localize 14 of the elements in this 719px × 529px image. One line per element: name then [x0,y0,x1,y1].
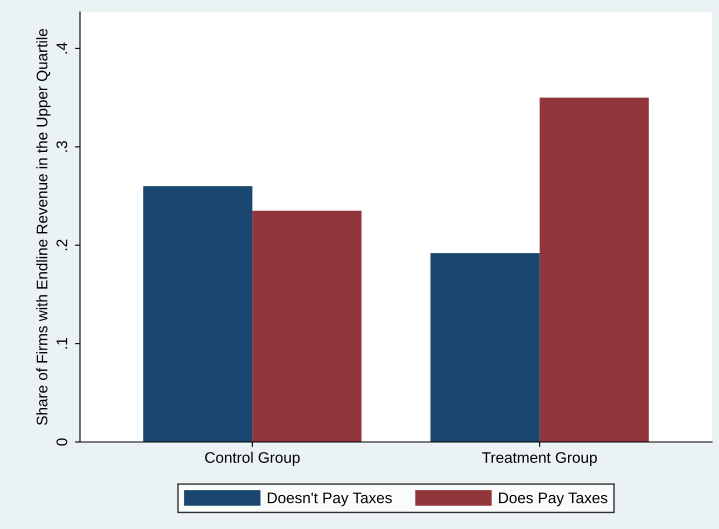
bar [143,186,252,442]
bar [540,98,649,442]
y-tick-label: .3 [56,141,68,152]
x-tick-label: Treatment Group [482,452,597,466]
x-tick-label: Control Group [205,452,300,466]
y-tick-label: .2 [56,240,68,250]
y-tick-label: .1 [56,338,68,349]
legend-label: Does Pay Taxes [499,492,608,506]
bar [252,210,362,442]
y-tick-label: .4 [56,42,68,54]
y-tick-label: 0 [56,438,68,446]
legend-label: Doesn't Pay Taxes [268,492,392,506]
bar [430,253,540,442]
y-axis-title: Share of Firms with Endline Revenue in the Upper Quartile [36,28,50,425]
